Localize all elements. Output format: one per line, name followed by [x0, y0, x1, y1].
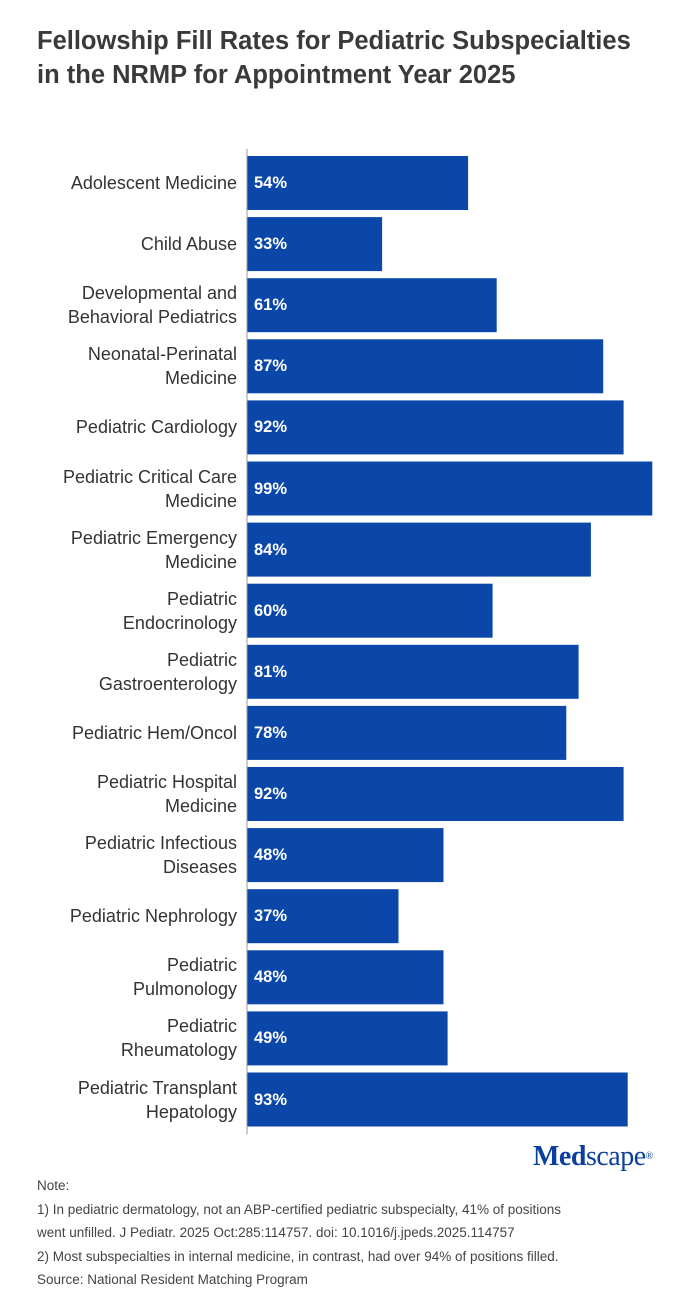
bar-value-label: 60% [254, 601, 288, 620]
category-label: Pediatric Critical Care Medicine [62, 466, 237, 511]
category-label: Pediatric Rheumatology [120, 1016, 237, 1061]
bar-6 [247, 522, 591, 577]
source-line: Source: National Resident Matching Progr… [37, 1272, 308, 1287]
bar-value-label: 61% [254, 296, 288, 315]
bar-13 [247, 950, 444, 1005]
category-label: Pediatric Transplant Hepatology [77, 1077, 237, 1122]
bar-5 [247, 461, 653, 516]
bar-8 [247, 644, 579, 699]
note-line-1b: went unfilled. J Pediatr. 2025 Oct:285:1… [37, 1225, 515, 1240]
bar-12 [247, 889, 399, 944]
bar-value-label: 92% [254, 418, 288, 437]
category-label: Adolescent Medicine [70, 173, 237, 193]
note-heading: Note: [37, 1178, 70, 1193]
bar-value-label: 78% [254, 723, 288, 742]
category-label: Pediatric Emergency Medicine [70, 527, 237, 572]
category-label: Developmental and Behavioral Pediatrics [67, 283, 237, 328]
bar-11 [247, 828, 444, 883]
bar-10 [247, 767, 624, 821]
bar-7 [247, 583, 493, 638]
bar-value-label: 87% [254, 357, 288, 376]
note-line-1a: 1) In pediatric dermatology, not an ABP-… [37, 1201, 562, 1217]
category-label: Neonatal-Perinatal Medicine [87, 344, 237, 389]
bar-2 [247, 278, 497, 333]
medscape-logo: Medscape® [533, 1141, 653, 1172]
bar-value-label: 48% [254, 846, 288, 865]
bar-4 [247, 400, 624, 455]
category-label: Child Abuse [140, 234, 237, 255]
category-label: Pediatric Cardiology [75, 417, 237, 438]
bar-3 [247, 339, 604, 394]
bar-value-label: 81% [254, 662, 288, 681]
category-label: Pediatric Hem/Oncol [71, 722, 237, 743]
bar-value-label: 54% [254, 174, 288, 192]
chart-notes: Note: 1) In pediatric dermatology, not a… [37, 1174, 677, 1292]
bar-value-label: 93% [254, 1090, 288, 1109]
bar-0 [247, 156, 469, 210]
category-label: Pediatric Nephrology [69, 906, 237, 927]
bar-value-label: 99% [254, 479, 288, 498]
bar-value-label: 37% [254, 907, 288, 926]
category-label: Pediatric Hospital Medicine [96, 772, 237, 816]
bar-value-label: 49% [254, 1029, 288, 1048]
bar-value-label: 92% [254, 785, 288, 803]
chart-title: Fellowship Fill Rates for Pediatric Subs… [37, 27, 631, 89]
category-label: Pediatric Endocrinology [122, 588, 237, 633]
bar-1 [247, 217, 383, 272]
bar-value-label: 84% [254, 540, 288, 559]
bar-15 [247, 1072, 628, 1127]
category-label: Pediatric Infectious Diseases [84, 833, 237, 878]
category-label: Pediatric Gastroenterology [98, 649, 237, 694]
bar-value-label: 48% [254, 968, 288, 987]
bar-value-label: 33% [254, 235, 288, 254]
category-label: Pediatric Pulmonology [132, 955, 237, 1000]
bar-9 [247, 705, 567, 760]
note-line-2: 2) Most subspecialties in internal medic… [37, 1248, 559, 1264]
bar-14 [247, 1011, 448, 1066]
